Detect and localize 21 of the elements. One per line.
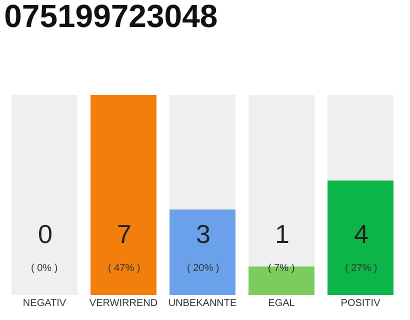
bar bbox=[328, 95, 394, 181]
chart-title: 075199723048 bbox=[4, 0, 218, 34]
annotation: 0 bbox=[38, 219, 52, 249]
x-tick-label: UNBEKANNTE bbox=[168, 298, 237, 309]
bar bbox=[170, 209, 236, 295]
bar bbox=[170, 95, 236, 210]
annotation: ( 20% ) bbox=[187, 263, 220, 274]
annotation: ( 7% ) bbox=[268, 263, 295, 274]
data-label: 7 bbox=[117, 219, 132, 249]
annotation: ( 27% ) bbox=[345, 263, 378, 274]
data-label: 1 bbox=[275, 219, 290, 249]
x-tick-label: VERWIRREND bbox=[89, 298, 158, 309]
data-label: 4 bbox=[354, 219, 368, 249]
annotation: ( 0% ) bbox=[31, 263, 58, 274]
bar bbox=[328, 180, 394, 295]
bar bbox=[90, 95, 156, 295]
x-tick-label: EGAL bbox=[268, 298, 296, 309]
x-tick-label: POSITIV bbox=[340, 298, 381, 309]
x-tick-label: NEGATIV bbox=[22, 298, 66, 309]
data-label: 3 bbox=[196, 219, 210, 249]
annotation: ( 47% ) bbox=[108, 263, 140, 274]
